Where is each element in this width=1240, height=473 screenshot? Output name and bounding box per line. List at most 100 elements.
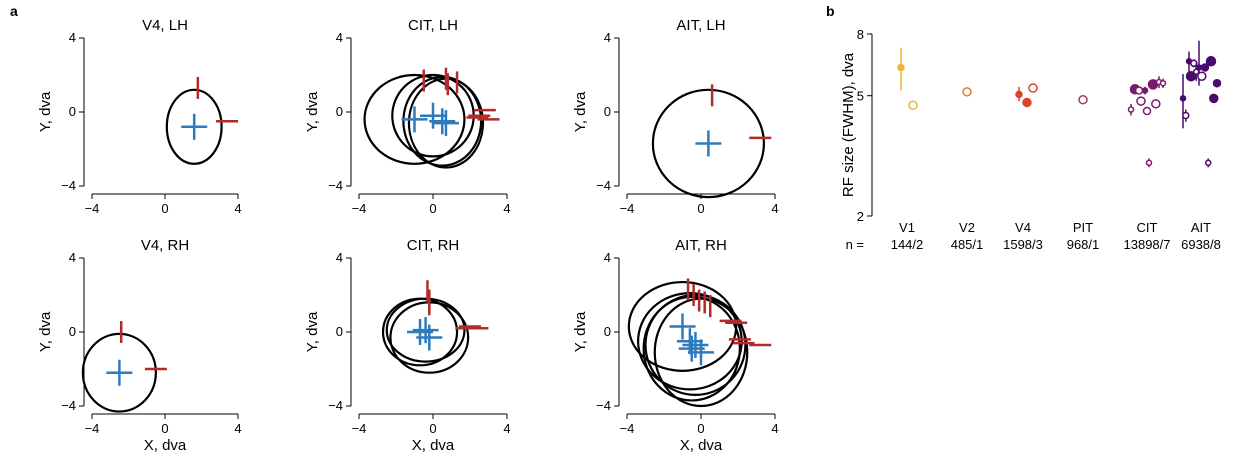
count-label: 1598/3	[1003, 237, 1043, 252]
panel-title: V4, LH	[142, 17, 188, 34]
y-tick-label: 2	[857, 209, 864, 224]
y-axis-label: Y, dva	[304, 91, 321, 132]
x-tick-label: 4	[771, 201, 778, 216]
data-point	[1145, 159, 1153, 167]
data-point	[1179, 95, 1187, 102]
x-tick-label: −4	[352, 421, 367, 436]
x-tick-label: 4	[771, 421, 778, 436]
data-point	[1151, 99, 1161, 109]
panel-title: CIT, LH	[408, 17, 458, 34]
rf-panels: −4 0 4 −4 0 4 V4, LH Y, dva −4 0 4 −4 0 4 CIT, LH Y, dv…	[37, 17, 779, 454]
y-tick-label: −4	[328, 398, 343, 413]
x-tick-label: −4	[85, 421, 100, 436]
count-label: 13898/7	[1124, 237, 1171, 252]
category-label: V1	[899, 220, 915, 235]
y-tick-label: −4	[328, 178, 343, 193]
y-axis-label: Y, dva	[572, 311, 589, 352]
y-tick-label: 4	[69, 30, 76, 45]
count-label: 485/1	[951, 237, 984, 252]
x-tick-label: 0	[161, 421, 168, 436]
data-point	[1209, 93, 1219, 104]
x-tick-label: 4	[234, 421, 241, 436]
y-tick-label: 0	[69, 324, 76, 339]
data-point	[1205, 56, 1217, 67]
rf-panel-4: −4 0 4 −4 0 4 V4, RH Y, dva X, dva	[37, 237, 242, 454]
y-tick-label: −4	[61, 398, 76, 413]
y-axis-label: Y, dva	[304, 311, 321, 352]
y-tick-label: −4	[61, 178, 76, 193]
category-label: V2	[959, 220, 975, 235]
y-tick-label: 8	[857, 27, 864, 42]
x-tick-label: 0	[697, 201, 704, 216]
count-label: 6938/8	[1181, 237, 1221, 252]
data-point	[1022, 97, 1032, 108]
y-tick-label: 0	[604, 104, 611, 119]
x-tick-label: −4	[620, 421, 635, 436]
rf-panel-1: −4 0 4 −4 0 4 V4, LH Y, dva	[37, 17, 242, 216]
data-point	[908, 100, 918, 110]
data-point	[1182, 111, 1190, 120]
y-tick-label: 4	[604, 250, 611, 265]
x-tick-label: 0	[429, 201, 436, 216]
rf-panel-3: −4 0 4 −4 0 4 AIT, LH Y, dva	[572, 17, 779, 216]
panel-title: CIT, RH	[407, 237, 460, 254]
rf-size-summary: 2 5 8RF size (FWHM), dva V1 144/2 V2 485/1 V4 15…	[840, 27, 1222, 252]
y-tick-label: 0	[604, 324, 611, 339]
y-tick-label: 4	[69, 250, 76, 265]
y-axis-label: Y, dva	[37, 91, 54, 132]
rf-ellipse	[363, 73, 466, 165]
category-label: AIT	[1191, 220, 1211, 235]
x-axis-label: X, dva	[144, 437, 187, 454]
data-point	[1204, 159, 1212, 167]
data-point	[1127, 106, 1135, 113]
x-tick-label: 0	[697, 421, 704, 436]
rf-panel-5: −4 0 4 −4 0 4 CIT, RH Y, dva X, dva	[304, 237, 511, 454]
category-label: V4	[1015, 220, 1031, 235]
data-point	[1200, 63, 1210, 72]
data-point	[1078, 94, 1088, 105]
count-label: 968/1	[1067, 237, 1100, 252]
x-tick-label: 0	[161, 201, 168, 216]
data-point	[1142, 106, 1152, 116]
category-label: CIT	[1137, 220, 1158, 235]
x-tick-label: 0	[429, 421, 436, 436]
rf-ellipse	[651, 88, 766, 199]
y-tick-label: 0	[336, 104, 343, 119]
data-point	[897, 63, 905, 72]
x-tick-label: −4	[620, 201, 635, 216]
y-tick-label: 4	[336, 30, 343, 45]
rf-ellipse	[642, 295, 741, 402]
y-axis-label: Y, dva	[37, 311, 54, 352]
category-label: PIT	[1073, 220, 1093, 235]
x-axis-label: X, dva	[412, 437, 455, 454]
data-point	[1212, 78, 1222, 88]
data-point	[1197, 71, 1207, 81]
n-prefix: n =	[846, 237, 864, 252]
x-tick-label: −4	[352, 201, 367, 216]
x-axis-label: X, dva	[680, 437, 723, 454]
y-tick-label: 4	[336, 250, 343, 265]
panel-label-b: b	[826, 3, 835, 19]
data-point	[962, 87, 972, 97]
x-tick-label: 4	[503, 421, 510, 436]
rf-panel-2: −4 0 4 −4 0 4 CIT, LH Y, dva	[304, 17, 511, 216]
y-tick-label: 0	[69, 104, 76, 119]
data-point	[1015, 90, 1023, 99]
panel-title: V4, RH	[141, 237, 189, 254]
rf-ellipse	[653, 297, 749, 408]
panel-title: AIT, RH	[675, 237, 727, 254]
panel-label-a: a	[10, 3, 18, 19]
panel-title: AIT, LH	[676, 17, 725, 34]
x-tick-label: 4	[234, 201, 241, 216]
rf-ellipse	[644, 293, 747, 397]
data-point	[1159, 79, 1167, 87]
y-tick-label: 0	[336, 324, 343, 339]
y-tick-label: 4	[604, 30, 611, 45]
count-label: 144/2	[891, 237, 924, 252]
y-tick-label: 5	[857, 89, 864, 104]
rf-ellipse	[81, 332, 157, 413]
data-point	[1136, 96, 1146, 106]
x-tick-label: 4	[503, 201, 510, 216]
y-tick-label: −4	[596, 178, 611, 193]
